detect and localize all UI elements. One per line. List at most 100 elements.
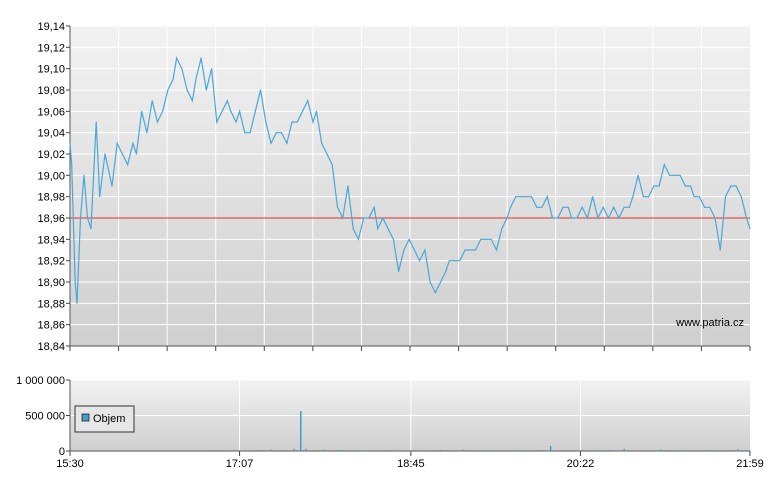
price-point — [709, 206, 711, 208]
price-ytick-label: 18,88 — [37, 298, 65, 310]
price-ytick-label: 18,84 — [37, 341, 65, 353]
price-point — [719, 249, 721, 251]
price-point — [413, 249, 415, 251]
price-point — [230, 110, 232, 112]
price-point — [557, 217, 559, 219]
price-point — [111, 185, 113, 187]
price-point — [315, 110, 318, 112]
price-ytick-label: 19,14 — [37, 21, 65, 33]
price-point — [265, 121, 267, 123]
price-point — [254, 110, 256, 112]
price-point — [506, 217, 508, 219]
price-point — [74, 281, 76, 283]
price-point — [398, 270, 400, 272]
price-point — [607, 217, 610, 219]
price-point — [235, 121, 237, 123]
price-point — [597, 217, 599, 219]
price-ytick-label: 19,00 — [37, 170, 65, 182]
volume-bar — [632, 450, 634, 451]
volume-ytick-label: 500 000 — [25, 411, 65, 423]
price-ytick-label: 19,02 — [37, 149, 65, 161]
price-point — [419, 260, 421, 262]
volume-bar — [681, 450, 683, 451]
volume-bar — [737, 449, 739, 451]
price-point — [326, 153, 328, 155]
price-ytick-label: 18,86 — [37, 320, 65, 332]
price-point — [392, 238, 394, 240]
price-point — [581, 206, 583, 208]
price-point — [551, 217, 554, 219]
price-point — [434, 292, 436, 294]
price-point — [642, 196, 644, 198]
price-ytick-label: 18,94 — [37, 234, 65, 246]
price-point — [613, 206, 615, 208]
price-point — [191, 100, 193, 102]
price-point — [259, 89, 262, 91]
price-point — [167, 89, 169, 91]
price-point — [536, 206, 538, 208]
price-point — [576, 217, 578, 219]
price-point — [86, 217, 89, 219]
price-ytick-label: 18,96 — [37, 213, 65, 225]
price-point — [377, 228, 379, 230]
price-point — [445, 270, 447, 272]
volume-xtick-label: 18:45 — [397, 458, 425, 470]
price-point — [571, 217, 573, 219]
price-point — [623, 206, 625, 208]
volume-bar — [462, 449, 465, 451]
price-point — [200, 57, 202, 59]
volume-xtick-label: 15:30 — [56, 458, 84, 470]
volume-bar — [439, 449, 442, 451]
price-point — [592, 196, 594, 198]
price-point — [121, 153, 124, 155]
price-point — [658, 185, 660, 187]
volume-ytick-label: 1 000 000 — [16, 375, 65, 387]
volume-bar — [305, 448, 307, 451]
price-point — [83, 174, 85, 176]
volume-legend-swatch — [81, 413, 90, 422]
price-point — [210, 68, 213, 70]
price-point — [714, 217, 716, 219]
price-ytick-label: 19,10 — [37, 64, 65, 76]
price-point — [176, 57, 178, 59]
price-point — [562, 206, 564, 208]
price-point — [99, 196, 101, 198]
price-point — [480, 238, 482, 240]
price-point — [740, 196, 742, 198]
volume-bar — [299, 411, 302, 451]
watermark: www.patria.cz — [675, 317, 744, 329]
volume-bar — [418, 450, 421, 451]
price-point — [216, 121, 218, 123]
price-point — [387, 228, 389, 230]
price-point — [221, 110, 223, 112]
price-ytick-label: 19,12 — [37, 42, 65, 54]
price-point — [226, 100, 228, 102]
price-point — [382, 217, 384, 219]
price-point — [280, 132, 283, 134]
volume-bar — [488, 450, 491, 451]
price-point — [501, 228, 503, 230]
price-point — [703, 206, 706, 208]
price-point — [602, 206, 604, 208]
volume-bar — [392, 450, 395, 451]
price-point — [312, 121, 314, 123]
price-point — [689, 185, 692, 187]
volume-bar — [340, 449, 342, 451]
volume-bar — [322, 449, 325, 451]
price-point — [567, 206, 569, 208]
price-point — [546, 196, 548, 198]
volume-bar — [549, 446, 552, 451]
price-point — [363, 217, 365, 219]
volume-legend-label: Objem — [93, 413, 125, 425]
price-point — [244, 132, 246, 134]
price-point — [459, 260, 461, 262]
volume-bar — [593, 450, 596, 451]
price-ytick-label: 18,92 — [37, 256, 65, 268]
volume-ytick-label: 0 — [59, 446, 65, 458]
price-ytick-label: 19,08 — [37, 85, 65, 97]
price-point — [515, 196, 517, 198]
price-series-line — [69, 56, 751, 304]
price-point — [275, 132, 277, 134]
price-point — [296, 121, 298, 123]
